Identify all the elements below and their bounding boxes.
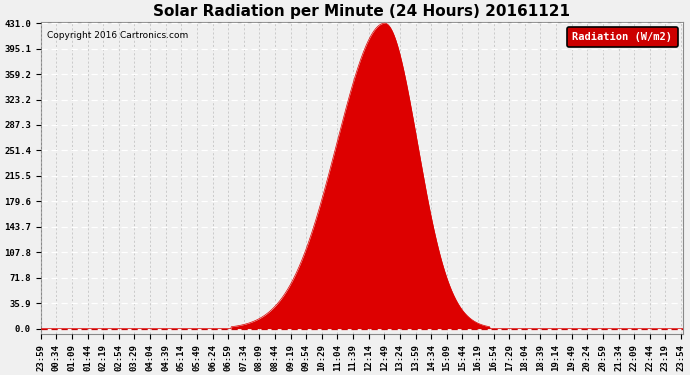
- Text: Copyright 2016 Cartronics.com: Copyright 2016 Cartronics.com: [47, 31, 188, 40]
- Title: Solar Radiation per Minute (24 Hours) 20161121: Solar Radiation per Minute (24 Hours) 20…: [153, 4, 571, 19]
- Legend: Radiation (W/m2): Radiation (W/m2): [567, 27, 678, 47]
